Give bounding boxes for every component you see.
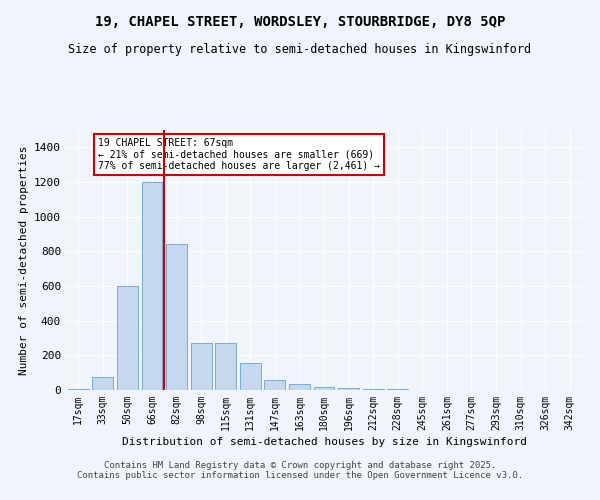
Bar xyxy=(314,386,334,390)
Bar xyxy=(68,388,89,390)
Bar xyxy=(142,182,163,390)
Bar xyxy=(338,388,359,390)
Bar xyxy=(289,384,310,390)
Text: 19 CHAPEL STREET: 67sqm
← 21% of semi-detached houses are smaller (669)
77% of s: 19 CHAPEL STREET: 67sqm ← 21% of semi-de… xyxy=(98,138,380,171)
Text: Contains HM Land Registry data © Crown copyright and database right 2025.
Contai: Contains HM Land Registry data © Crown c… xyxy=(77,460,523,480)
Y-axis label: Number of semi-detached properties: Number of semi-detached properties xyxy=(19,145,29,375)
X-axis label: Distribution of semi-detached houses by size in Kingswinford: Distribution of semi-detached houses by … xyxy=(121,437,527,447)
Bar xyxy=(215,343,236,390)
Bar xyxy=(166,244,187,390)
Bar xyxy=(362,389,383,390)
Text: 19, CHAPEL STREET, WORDSLEY, STOURBRIDGE, DY8 5QP: 19, CHAPEL STREET, WORDSLEY, STOURBRIDGE… xyxy=(95,15,505,29)
Bar xyxy=(117,286,138,390)
Bar xyxy=(265,380,286,390)
Bar xyxy=(92,377,113,390)
Text: Size of property relative to semi-detached houses in Kingswinford: Size of property relative to semi-detach… xyxy=(68,42,532,56)
Bar xyxy=(240,363,261,390)
Bar xyxy=(191,343,212,390)
